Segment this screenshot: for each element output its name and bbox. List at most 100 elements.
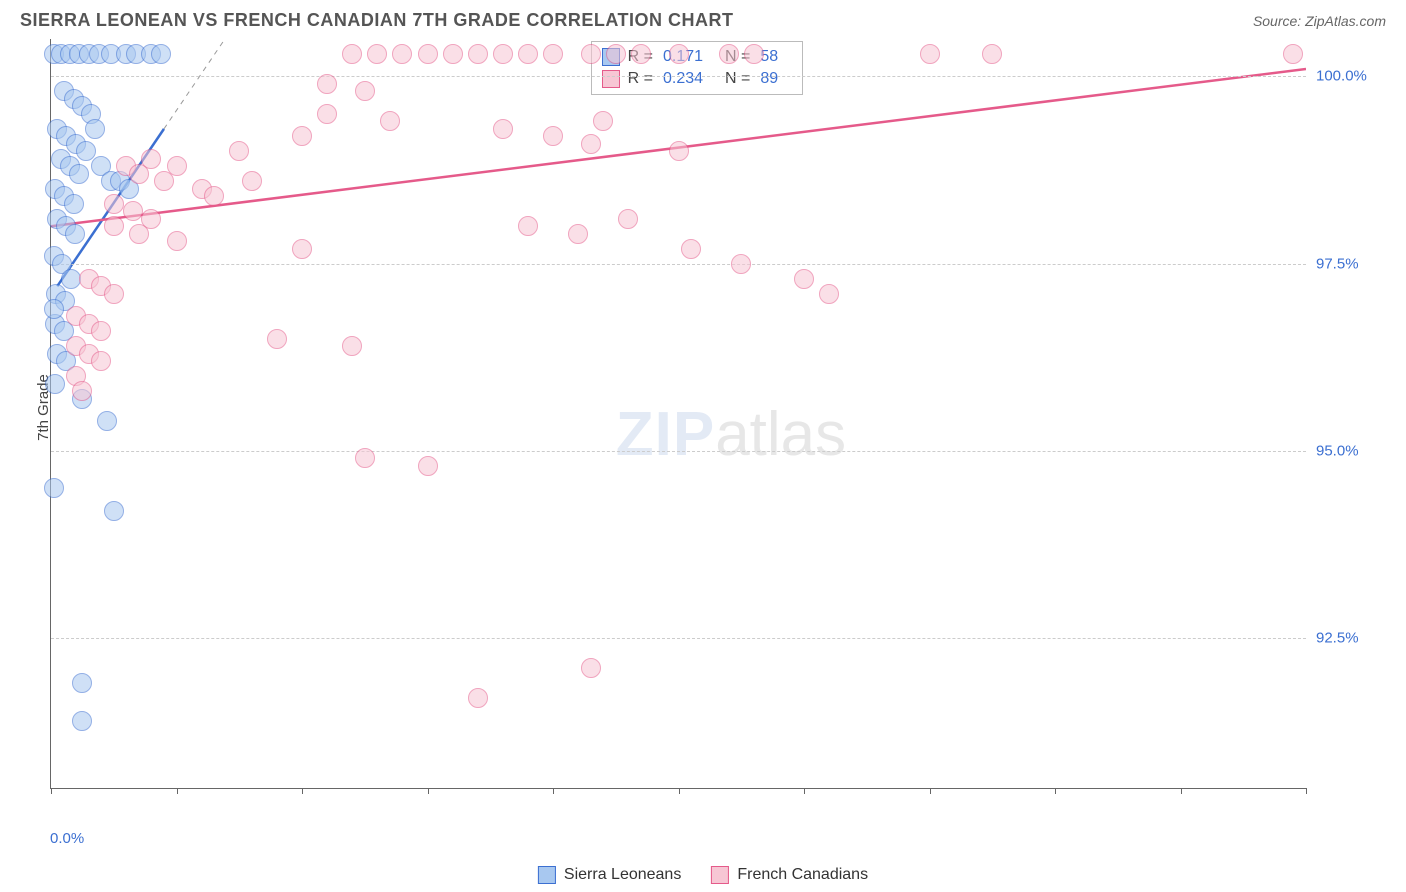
chart-area: 7th Grade ZIPatlas R = 0.171N = 58R = 0.… xyxy=(50,39,1386,819)
data-point xyxy=(443,44,463,64)
data-point xyxy=(493,44,513,64)
data-point xyxy=(104,194,124,214)
data-point xyxy=(167,231,187,251)
data-point xyxy=(367,44,387,64)
data-point xyxy=(292,239,312,259)
data-point xyxy=(920,44,940,64)
stats-row: R = 0.234N = 89 xyxy=(602,68,793,90)
data-point xyxy=(669,44,689,64)
data-point xyxy=(392,44,412,64)
data-point xyxy=(355,448,375,468)
data-point xyxy=(72,673,92,693)
data-point xyxy=(292,126,312,146)
data-point xyxy=(568,224,588,244)
data-point xyxy=(581,134,601,154)
data-point xyxy=(104,284,124,304)
data-point xyxy=(794,269,814,289)
data-point xyxy=(65,224,85,244)
data-point xyxy=(129,224,149,244)
data-point xyxy=(342,44,362,64)
x-tick xyxy=(177,788,178,794)
data-point xyxy=(44,478,64,498)
data-point xyxy=(631,44,651,64)
data-point xyxy=(731,254,751,274)
data-point xyxy=(91,351,111,371)
gridline xyxy=(51,638,1306,639)
data-point xyxy=(518,216,538,236)
data-point xyxy=(681,239,701,259)
x-tick xyxy=(428,788,429,794)
bottom-legend: Sierra Leoneans French Canadians xyxy=(538,866,868,884)
data-point xyxy=(543,44,563,64)
data-point xyxy=(167,156,187,176)
data-point xyxy=(342,336,362,356)
x-tick xyxy=(804,788,805,794)
legend-item: French Canadians xyxy=(711,866,868,884)
y-tick-label: 100.0% xyxy=(1316,68,1376,85)
stats-row: R = 0.171N = 58 xyxy=(602,46,793,68)
data-point xyxy=(141,149,161,169)
data-point xyxy=(593,111,613,131)
data-point xyxy=(618,209,638,229)
gridline xyxy=(51,451,1306,452)
data-point xyxy=(85,119,105,139)
data-point xyxy=(418,44,438,64)
data-point xyxy=(518,44,538,64)
data-point xyxy=(543,126,563,146)
watermark: ZIPatlas xyxy=(616,399,846,470)
data-point xyxy=(204,186,224,206)
data-point xyxy=(151,44,171,64)
data-point xyxy=(468,44,488,64)
plot-region: ZIPatlas R = 0.171N = 58R = 0.234N = 89 … xyxy=(50,39,1306,789)
x-axis-min-label: 0.0% xyxy=(50,830,84,847)
gridline xyxy=(51,76,1306,77)
data-point xyxy=(45,374,65,394)
data-point xyxy=(97,411,117,431)
data-point xyxy=(719,44,739,64)
y-tick-label: 95.0% xyxy=(1316,442,1376,459)
data-point xyxy=(669,141,689,161)
x-tick xyxy=(930,788,931,794)
data-point xyxy=(242,171,262,191)
x-tick xyxy=(1306,788,1307,794)
x-tick xyxy=(553,788,554,794)
x-tick xyxy=(51,788,52,794)
data-point xyxy=(1283,44,1303,64)
data-point xyxy=(355,81,375,101)
data-point xyxy=(64,194,84,214)
data-point xyxy=(468,688,488,708)
data-point xyxy=(418,456,438,476)
x-tick xyxy=(302,788,303,794)
data-point xyxy=(581,44,601,64)
gridline xyxy=(51,264,1306,265)
data-point xyxy=(123,201,143,221)
data-point xyxy=(819,284,839,304)
legend-swatch xyxy=(538,866,556,884)
legend-item: Sierra Leoneans xyxy=(538,866,681,884)
legend-swatch xyxy=(711,866,729,884)
data-point xyxy=(229,141,249,161)
data-point xyxy=(267,329,287,349)
chart-source: Source: ZipAtlas.com xyxy=(1253,13,1386,29)
data-point xyxy=(493,119,513,139)
data-point xyxy=(44,299,64,319)
data-point xyxy=(380,111,400,131)
data-point xyxy=(69,164,89,184)
data-point xyxy=(317,74,337,94)
x-tick xyxy=(679,788,680,794)
data-point xyxy=(606,44,626,64)
y-tick-label: 92.5% xyxy=(1316,630,1376,647)
data-point xyxy=(317,104,337,124)
data-point xyxy=(91,321,111,341)
data-point xyxy=(744,44,764,64)
data-point xyxy=(104,501,124,521)
data-point xyxy=(104,216,124,236)
data-point xyxy=(72,381,92,401)
x-tick xyxy=(1055,788,1056,794)
x-tick xyxy=(1181,788,1182,794)
data-point xyxy=(982,44,1002,64)
y-tick-label: 97.5% xyxy=(1316,255,1376,272)
chart-title: SIERRA LEONEAN VS FRENCH CANADIAN 7TH GR… xyxy=(20,10,734,31)
data-point xyxy=(581,658,601,678)
legend-swatch xyxy=(602,70,620,88)
